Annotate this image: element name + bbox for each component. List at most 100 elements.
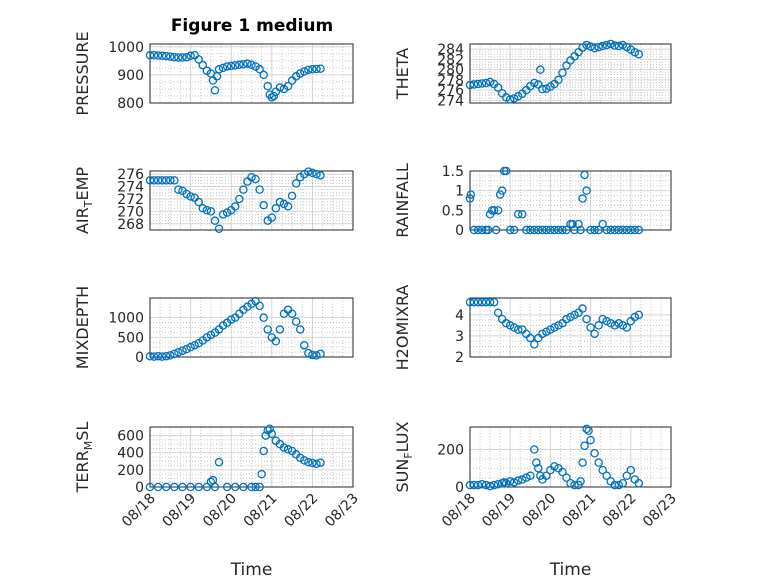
- y-axis-label: RAINFALL: [393, 163, 412, 238]
- data-point: [634, 310, 644, 320]
- data-point: [251, 174, 260, 184]
- data-point: [466, 190, 476, 199]
- data-point: [247, 482, 256, 492]
- data-point: [491, 225, 501, 235]
- data-point: [312, 169, 321, 179]
- data-point: [174, 185, 183, 194]
- y-tick-label: 3: [455, 329, 464, 345]
- data-point: [518, 210, 527, 219]
- data-point: [247, 60, 256, 70]
- data-point: [279, 443, 289, 452]
- data-point: [590, 329, 599, 339]
- data-point: [231, 202, 240, 211]
- data-point: [554, 225, 563, 235]
- data-point: [235, 194, 244, 204]
- data-point: [186, 482, 195, 492]
- data-point: [542, 471, 551, 480]
- data-point: [481, 78, 491, 88]
- y-tick-label: 272: [117, 192, 144, 208]
- data-point: [161, 351, 171, 361]
- data-point: [501, 319, 511, 328]
- subplot-h2omixra: 2 3 4 H2OMIXRA: [393, 285, 672, 370]
- data-point: [267, 429, 277, 439]
- data-point: [526, 471, 535, 480]
- data-point: [218, 210, 228, 219]
- data-point: [630, 225, 640, 235]
- data-point: [312, 351, 321, 360]
- data-point: [275, 197, 285, 207]
- data-point: [634, 478, 644, 488]
- data-point: [210, 482, 220, 492]
- data-point: [594, 225, 603, 235]
- data-point: [194, 55, 203, 64]
- data-point: [582, 186, 591, 195]
- data-point: [550, 225, 559, 235]
- data-point: [263, 81, 272, 91]
- data-point: [501, 478, 511, 488]
- data-point: [634, 50, 644, 59]
- data-point: [530, 340, 539, 349]
- data-point: [157, 176, 167, 185]
- data-point: [194, 197, 203, 207]
- data-point: [493, 83, 503, 92]
- data-point: [586, 42, 595, 51]
- data-point: [590, 225, 599, 235]
- y-tick-label: 800: [117, 96, 144, 112]
- data-point: [513, 476, 523, 485]
- data-point: [578, 304, 587, 313]
- data-point: [602, 316, 611, 326]
- axes-frame: [149, 170, 354, 231]
- data-point: [518, 475, 527, 484]
- data-point: [259, 313, 268, 322]
- data-point: [214, 224, 224, 234]
- data-point: [469, 480, 479, 490]
- data-point: [530, 78, 539, 88]
- data-point: [598, 41, 607, 51]
- data-point: [316, 171, 325, 180]
- data-point: [465, 480, 475, 490]
- data-point: [267, 93, 277, 102]
- data-point: [157, 352, 167, 361]
- data-point: [626, 225, 636, 235]
- axes-frame: [149, 43, 354, 104]
- x-axis-label: Time: [230, 560, 273, 580]
- data-point: [590, 43, 599, 53]
- y-tick-label: 284: [437, 42, 464, 58]
- y-axis-label: MIXDEPTH: [73, 286, 92, 369]
- data-point: [618, 321, 628, 330]
- data-point: [469, 297, 479, 307]
- data-point: [562, 473, 571, 482]
- data-point: [477, 479, 487, 489]
- data-point: [546, 225, 555, 235]
- y-axis-label: SUNFLUX: [393, 421, 415, 492]
- data-point: [206, 477, 216, 487]
- data-point: [174, 348, 183, 357]
- data-point: [186, 51, 195, 61]
- data-point: [182, 344, 191, 354]
- data-point: [226, 61, 236, 71]
- data-point: [509, 225, 519, 235]
- data-point: [469, 80, 479, 89]
- data-point: [153, 482, 163, 492]
- data-point: [308, 168, 317, 178]
- data-point: [465, 80, 475, 90]
- data-point: [501, 93, 511, 102]
- data-point: [275, 325, 285, 334]
- data-point: [178, 346, 187, 355]
- data-point: [271, 204, 281, 213]
- data-point: [243, 59, 252, 68]
- data-point: [580, 441, 589, 450]
- data-point: [566, 478, 575, 488]
- data-point: [145, 351, 155, 361]
- data-point: [513, 325, 523, 334]
- y-tick-label: 278: [437, 73, 464, 89]
- data-point: [530, 225, 539, 235]
- data-point: [316, 349, 325, 359]
- data-point: [550, 462, 559, 471]
- data-point: [493, 479, 503, 489]
- data-point: [630, 312, 640, 322]
- data-point: [300, 67, 309, 76]
- data-point: [222, 482, 232, 492]
- data-point: [546, 325, 555, 334]
